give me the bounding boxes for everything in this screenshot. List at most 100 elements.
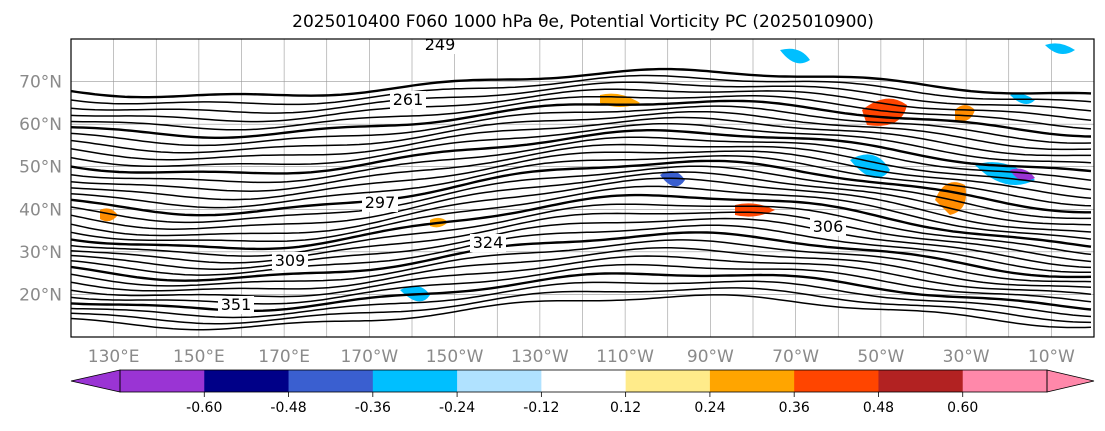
- latitude-label: 70°N: [19, 73, 62, 93]
- theta-e-contour-line: [70, 110, 1092, 154]
- theta-e-contour-line: [70, 105, 1092, 147]
- longitude-label: 150°W: [426, 347, 484, 367]
- colorbar-extend-max: [1046, 369, 1095, 393]
- colorbar-tick-label: 0.12: [610, 400, 641, 416]
- contour-label-bg: [272, 252, 308, 270]
- latitude-label: 30°N: [19, 243, 62, 263]
- contour-label: 297: [365, 193, 396, 212]
- contour-label-bg: [422, 36, 458, 54]
- pv-patch-positive: [100, 208, 118, 222]
- colorbar-tick-label: 0.48: [863, 400, 894, 416]
- longitude-label: 170°W: [340, 347, 398, 367]
- longitude-label: 90°W: [687, 347, 734, 367]
- latitude-axis: 20°N 30°N 40°N 50°N 60°N 70°N: [19, 73, 62, 306]
- theta-e-contour-line: [70, 129, 1092, 175]
- longitude-axis: 130°E 150°E 170°E 170°W 150°W 130°W 110°W 90°W 7…: [88, 347, 1075, 367]
- colorbar-segment: [625, 370, 711, 392]
- latitude-label: 40°N: [19, 200, 62, 220]
- colorbar-segment: [541, 370, 627, 392]
- colorbar-tick-label: 0.24: [694, 400, 725, 416]
- longitude-label: 50°W: [857, 347, 904, 367]
- colorbar-tick-label: 0.36: [779, 400, 810, 416]
- theta-e-contour-line: [70, 165, 1091, 224]
- contour-label-bg: [810, 218, 846, 236]
- colorbar-tick-label: -0.60: [186, 400, 222, 416]
- contour-label: 351: [221, 295, 252, 314]
- theta-e-contour-line: [70, 74, 1092, 106]
- contour-label: 306: [813, 217, 844, 236]
- theta-e-contour-line: [70, 217, 1092, 270]
- contour-label: 309: [275, 251, 306, 270]
- colorbar-tick-label: -0.48: [270, 400, 306, 416]
- colorbar-segment: [204, 370, 290, 392]
- longitude-label: 70°W: [772, 347, 819, 367]
- theta-e-contour-line: [70, 155, 1092, 209]
- theta-e-contour-line: [70, 136, 1092, 184]
- theta-e-contour-line: [70, 99, 1092, 139]
- theta-e-contour-line: [70, 203, 1092, 257]
- theta-e-contours: [70, 67, 1092, 331]
- latitude-label: 20°N: [19, 285, 62, 305]
- longitude-label: 150°E: [173, 347, 225, 367]
- theta-e-contour-line: [70, 280, 1092, 319]
- colorbar-tick-label: -0.12: [523, 400, 559, 416]
- colorbar-segment: [709, 370, 795, 392]
- map-panel: 249 297 309 324 306 351 261: [70, 35, 1095, 338]
- theta-e-contour-line: [70, 81, 1092, 114]
- latitude-label: 50°N: [19, 158, 62, 178]
- theta-e-contour-line: [70, 247, 1092, 292]
- pv-patch-positive: [955, 105, 975, 122]
- colorbar-frame: [119, 369, 1048, 393]
- colorbar-tick-label: -0.24: [439, 400, 475, 416]
- theta-e-contour-line: [70, 143, 1092, 192]
- longitude-label: 130°E: [88, 347, 140, 367]
- contour-label-bg: [390, 91, 426, 109]
- latitude-label: 60°N: [19, 115, 62, 135]
- longitude-label: 110°W: [596, 347, 654, 367]
- colorbar-tick-label: -0.36: [355, 400, 391, 416]
- theta-e-contour-line: [70, 231, 1092, 282]
- theta-e-contour-line: [70, 95, 1092, 131]
- theta-e-contour-line: [70, 159, 1091, 217]
- longitude-label: 10°W: [1028, 347, 1075, 367]
- pv-patch-negative: [850, 154, 890, 178]
- colorbar-segment: [288, 370, 374, 392]
- colorbar-segment: [962, 370, 1048, 392]
- theta-e-contour-line: [70, 211, 1092, 264]
- theta-e-contour-line: [70, 185, 1092, 243]
- figure-title: 2025010400 F060 1000 hPa θe, Potential V…: [292, 12, 874, 32]
- colorbar-extend-min: [70, 369, 121, 393]
- theta-e-contour-line: [70, 150, 1092, 201]
- theta-e-contour-line: [70, 287, 1092, 325]
- colorbar-segment: [878, 370, 964, 392]
- longitude-label: 130°W: [511, 347, 569, 367]
- colorbar-segment: [457, 370, 542, 392]
- theta-e-contour-line: [70, 122, 1092, 168]
- theta-e-contour-line: [70, 294, 1092, 331]
- theta-e-contour-line: [70, 255, 1092, 298]
- contour-label: 324: [473, 233, 504, 252]
- contour-label-bg: [470, 234, 506, 252]
- colorbar: -0.60 -0.48 -0.36 -0.24 -0.12 0.12 0.24 0.36 0.4…: [70, 369, 1095, 416]
- contour-label-bg: [362, 194, 398, 212]
- theta-e-contour-line: [70, 171, 1092, 230]
- map-frame: [70, 38, 1095, 338]
- theta-e-contour-line: [70, 239, 1092, 287]
- contour-labels: 249 297 309 324 306 351 261: [218, 35, 846, 314]
- pv-patch-negative: [1045, 43, 1075, 54]
- theta-e-contour-line: [70, 177, 1092, 237]
- contour-label: 249: [425, 35, 456, 54]
- theta-e-contour-line: [70, 193, 1092, 251]
- colorbar-segment: [372, 370, 458, 392]
- contour-label-bg: [218, 296, 254, 314]
- colorbar-tick-label: 0.60: [947, 400, 978, 416]
- theta-e-contour-line: [70, 67, 1092, 99]
- longitude-label: 30°W: [943, 347, 990, 367]
- contour-label: 261: [393, 90, 424, 109]
- colorbar-segment: [120, 370, 205, 392]
- colorbar-segment: [794, 370, 879, 392]
- longitude-label: 170°E: [258, 347, 310, 367]
- pv-patch-negative: [780, 48, 810, 64]
- theta-e-contour-line: [70, 224, 1091, 276]
